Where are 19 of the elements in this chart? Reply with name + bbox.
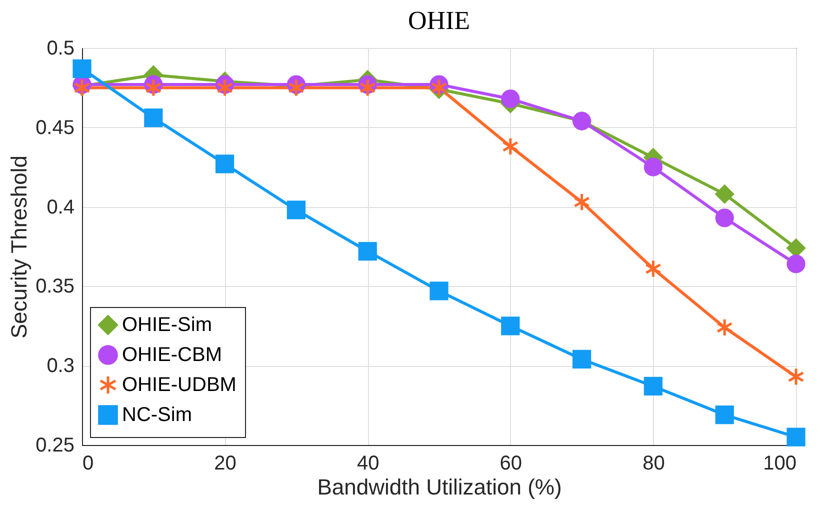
x-axis-title: Bandwidth Utilization (%) (317, 474, 562, 500)
x-tick-label: 100 (763, 452, 796, 474)
y-axis-title: Security Threshold (6, 155, 32, 339)
y-tick-label: 0.4 (46, 196, 74, 218)
legend-label: OHIE-CBM (122, 344, 222, 366)
chart-title: OHIE (408, 6, 470, 35)
legend-label: NC-Sim (122, 404, 192, 426)
x-tick-label: 0 (82, 452, 94, 474)
y-tick-label: 0.5 (46, 38, 74, 60)
legend-label: OHIE-UDBM (122, 374, 236, 396)
x-tick-label: 60 (500, 452, 522, 474)
legend-label: OHIE-Sim (122, 314, 212, 336)
y-tick-label: 0.3 (46, 355, 74, 378)
y-tick-label: 0.45 (36, 116, 74, 139)
y-tick-label: 0.25 (36, 434, 74, 456)
y-tick-label: 0.35 (36, 276, 74, 298)
x-tick-label: 40 (356, 452, 380, 474)
x-tick-label: 20 (214, 452, 236, 474)
x-tick-label: 80 (642, 452, 665, 474)
